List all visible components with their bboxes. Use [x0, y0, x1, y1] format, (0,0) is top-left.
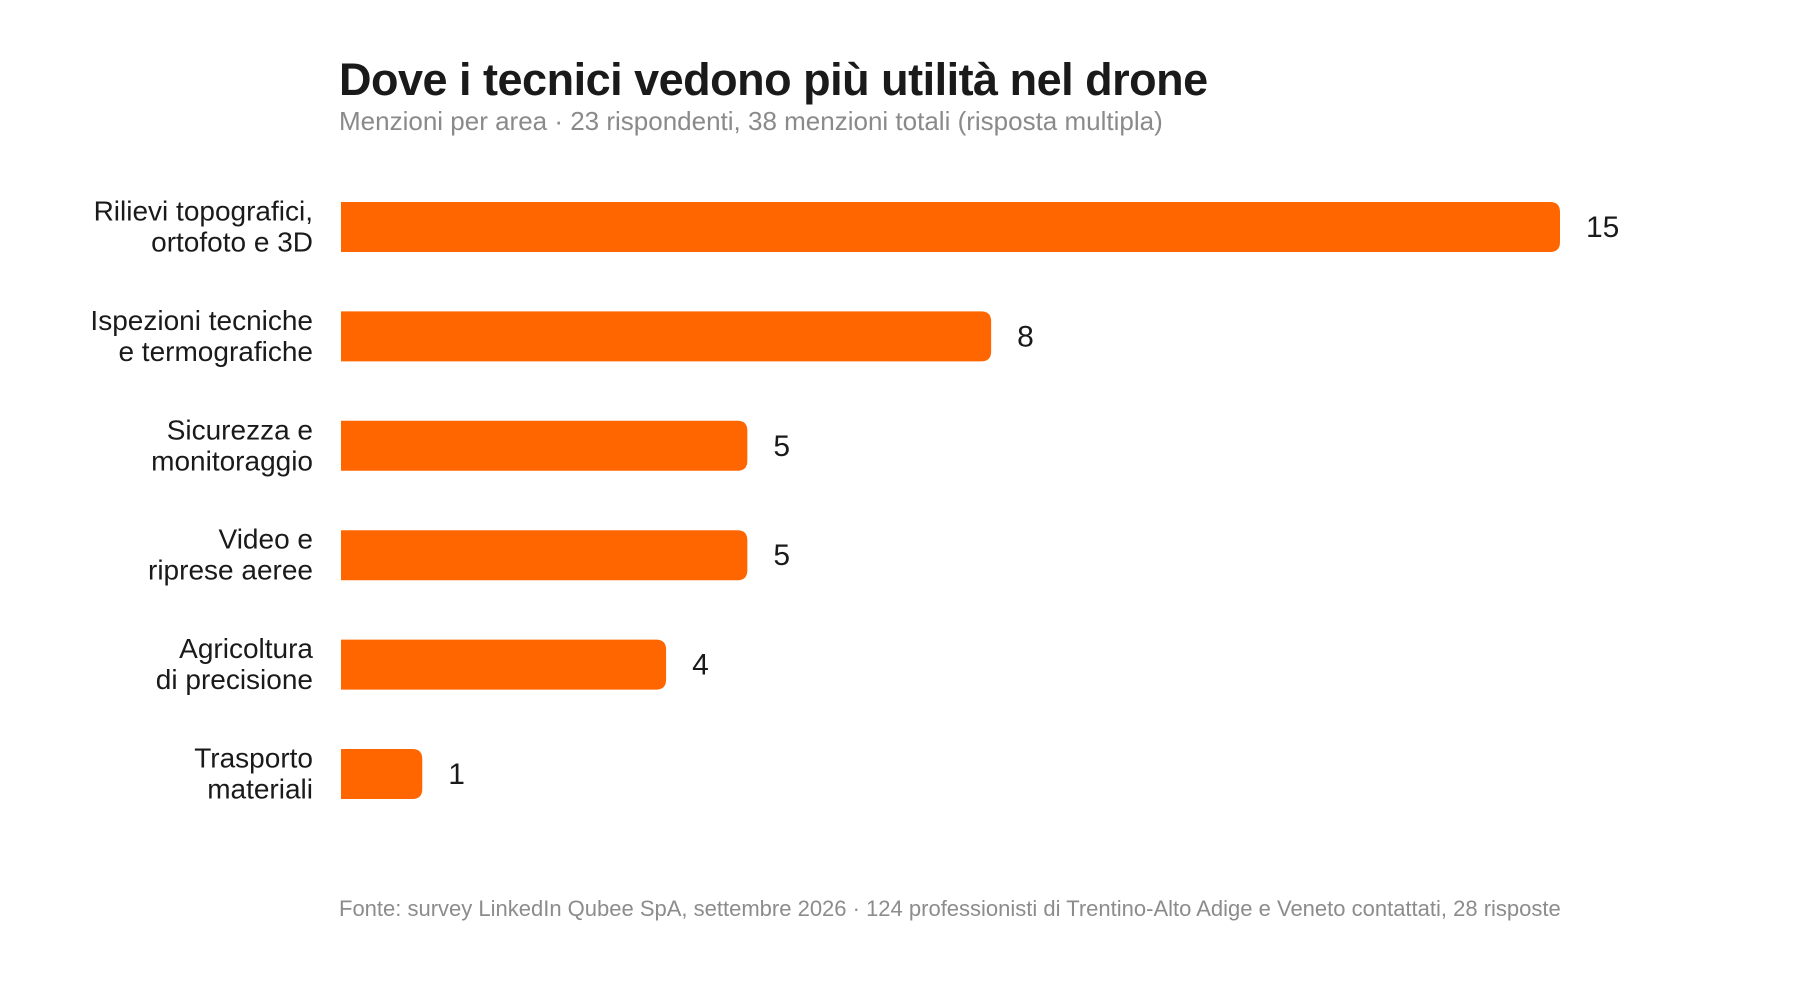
- value-label: 4: [692, 649, 709, 682]
- category-label: Trasporto materiali: [194, 743, 313, 805]
- value-label: 5: [773, 539, 790, 572]
- bar: [341, 311, 992, 362]
- category-label-line: e termografiche: [118, 336, 313, 367]
- source-note: Fonte: survey LinkedIn Qubee SpA, settem…: [339, 896, 1561, 921]
- value-label: 1: [448, 758, 465, 791]
- value-label: 5: [773, 430, 790, 463]
- bar: [341, 530, 748, 581]
- category-label-line: Ispezioni tecniche: [90, 305, 313, 336]
- chart-subtitle: Menzioni per area · 23 rispondenti, 38 m…: [339, 106, 1163, 136]
- bar: [341, 749, 423, 799]
- category-label: Ispezioni tecniche e termografiche: [90, 305, 313, 367]
- category-label: Sicurezza e monitoraggio: [151, 414, 313, 476]
- bar: [341, 639, 667, 690]
- category-label-line: di precisione: [156, 664, 313, 695]
- category-label: Rilievi topografici, ortofoto e 3D: [94, 196, 313, 258]
- category-label-line: Sicurezza e: [167, 414, 313, 445]
- bar: [341, 420, 748, 471]
- category-label-line: Agricoltura: [179, 633, 313, 664]
- category-label-line: Trasporto: [194, 743, 313, 774]
- category-label-line: Video e: [219, 524, 313, 555]
- category-label: Agricoltura di precisione: [156, 633, 314, 695]
- category-label-line: materiali: [207, 774, 313, 805]
- bar: [341, 202, 1560, 252]
- category-label-line: Rilievi topografici,: [94, 196, 313, 227]
- category-label-line: ortofoto e 3D: [151, 227, 313, 258]
- value-label: 8: [1017, 320, 1034, 353]
- category-label-line: monitoraggio: [151, 445, 313, 476]
- value-label: 15: [1586, 211, 1619, 244]
- chart-title: Dove i tecnici vedono più utilità nel dr…: [339, 54, 1208, 105]
- category-label: Video e riprese aeree: [148, 524, 313, 586]
- category-label-line: riprese aeree: [148, 555, 313, 586]
